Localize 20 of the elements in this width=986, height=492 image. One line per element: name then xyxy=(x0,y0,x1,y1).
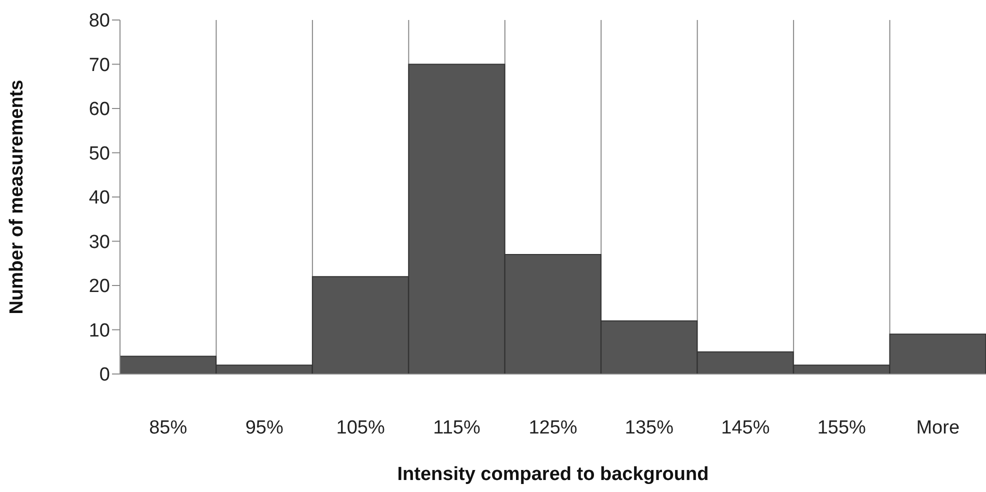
x-tick-label: 135% xyxy=(624,417,674,438)
x-tick-label: 145% xyxy=(721,417,770,438)
x-axis-title: Intensity compared to background xyxy=(397,464,709,485)
x-tick-label: 125% xyxy=(528,417,578,438)
x-tick-label: 155% xyxy=(817,417,866,438)
y-tick-label: 20 xyxy=(88,276,110,298)
x-tick-label: 105% xyxy=(336,417,385,438)
x-tick-label: 85% xyxy=(149,417,188,438)
y-tick-label: 40 xyxy=(88,188,110,209)
y-tick-label: 0 xyxy=(99,364,110,386)
x-tick-label: 115% xyxy=(433,417,480,438)
y-tick-label: 10 xyxy=(88,320,110,342)
y-tick-label: 70 xyxy=(88,54,110,76)
y-tick-label: 60 xyxy=(88,99,110,120)
y-axis-title: Number of measurements xyxy=(6,80,28,314)
x-tick-label: 95% xyxy=(245,417,284,438)
y-tick-label: 30 xyxy=(88,232,110,253)
y-tick-label: 50 xyxy=(88,143,110,164)
x-tick-label: More xyxy=(916,417,960,438)
y-tick-label: 80 xyxy=(88,10,110,32)
